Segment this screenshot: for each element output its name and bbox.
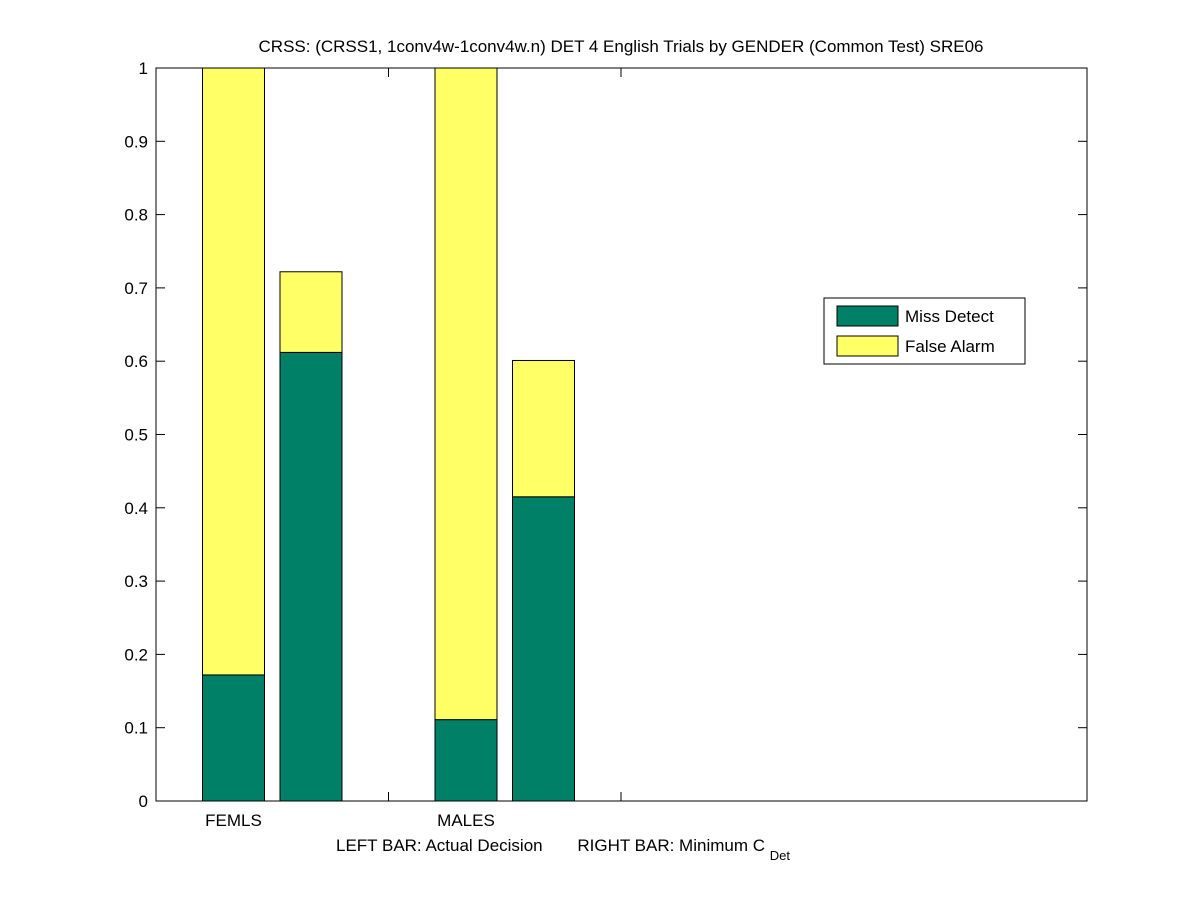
legend-label-false-alarm: False Alarm [905, 337, 995, 356]
y-tick-label: 0.2 [124, 645, 148, 664]
bar-males-right-miss-detect [512, 496, 575, 802]
y-tick-label: 1 [139, 59, 148, 78]
x-axis-label: LEFT BAR: Actual Decision RIGHT BAR: Min… [336, 836, 790, 863]
bar-femls-right-false-alarm [279, 271, 343, 353]
bar-femls-left-false-alarm [202, 67, 265, 676]
bar-femls-left-miss-detect [202, 674, 265, 802]
bar-males-right-false-alarm [512, 359, 575, 498]
bar-femls-right-miss-detect [279, 351, 343, 802]
legend-swatch-miss-detect [836, 305, 899, 327]
y-tick-label: 0.5 [124, 426, 148, 445]
y-tick-label: 0.8 [124, 206, 148, 225]
y-tick-label: 0.9 [124, 132, 148, 151]
y-tick-label: 0.3 [124, 572, 148, 591]
y-tick-label: 0.1 [124, 719, 148, 738]
x-label-subscript: Det [770, 848, 791, 863]
legend-label-miss-detect: Miss Detect [905, 307, 994, 326]
legend-swatch-false-alarm [836, 335, 899, 357]
bar-males-left-miss-detect [434, 719, 498, 802]
y-tick-label: 0 [139, 792, 148, 811]
y-tick-label: 0.4 [124, 499, 148, 518]
category-label-femls: FEMLS [205, 811, 262, 830]
y-tick-label: 0.6 [124, 352, 148, 371]
category-label-males: MALES [437, 811, 495, 830]
x-label-left-bar: LEFT BAR: Actual Decision [336, 836, 543, 855]
x-label-right-bar: RIGHT BAR: Minimum C [577, 836, 765, 855]
bar-males-left-false-alarm [434, 67, 498, 721]
y-tick-label: 0.7 [124, 279, 148, 298]
chart-title: CRSS: (CRSS1, 1conv4w-1conv4w.n) DET 4 E… [259, 37, 984, 56]
